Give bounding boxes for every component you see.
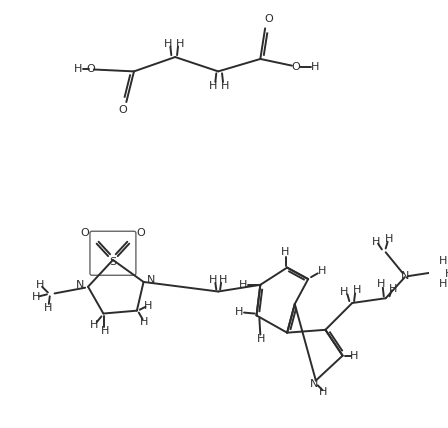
Text: H: H bbox=[140, 317, 149, 327]
Text: H: H bbox=[372, 237, 380, 247]
Text: O: O bbox=[118, 105, 127, 115]
Text: H: H bbox=[317, 266, 326, 276]
Text: H: H bbox=[353, 285, 361, 294]
Text: O: O bbox=[136, 228, 145, 238]
Text: O: O bbox=[291, 62, 300, 71]
Text: H: H bbox=[209, 275, 218, 285]
Text: H: H bbox=[377, 279, 385, 289]
Text: H: H bbox=[350, 351, 358, 361]
Text: O: O bbox=[265, 14, 273, 24]
Text: H: H bbox=[439, 256, 447, 266]
Text: H: H bbox=[209, 81, 218, 91]
Text: H: H bbox=[144, 301, 152, 311]
Text: H: H bbox=[239, 280, 247, 290]
Text: S: S bbox=[109, 257, 116, 267]
Text: N: N bbox=[401, 271, 409, 281]
Text: H: H bbox=[257, 334, 266, 345]
Text: H: H bbox=[439, 279, 447, 289]
Text: H: H bbox=[385, 234, 394, 244]
Text: H: H bbox=[235, 306, 243, 317]
Text: H: H bbox=[340, 286, 349, 297]
Text: H: H bbox=[319, 387, 327, 397]
Text: H: H bbox=[281, 247, 289, 257]
Text: H: H bbox=[219, 275, 227, 285]
Text: H: H bbox=[90, 320, 98, 330]
Text: O: O bbox=[81, 228, 90, 238]
Text: H: H bbox=[36, 280, 44, 290]
Text: N: N bbox=[76, 280, 85, 290]
Text: O: O bbox=[86, 65, 95, 74]
Text: H: H bbox=[32, 292, 41, 302]
Text: H: H bbox=[74, 65, 83, 74]
Text: H: H bbox=[164, 39, 172, 49]
Text: H: H bbox=[101, 326, 109, 336]
Text: H: H bbox=[176, 39, 184, 49]
Text: H: H bbox=[445, 269, 448, 279]
Text: H: H bbox=[221, 81, 229, 91]
Text: N: N bbox=[310, 379, 318, 389]
Text: H: H bbox=[43, 303, 52, 313]
Text: H: H bbox=[389, 284, 397, 294]
Text: H: H bbox=[310, 62, 319, 71]
Text: N: N bbox=[147, 275, 155, 285]
